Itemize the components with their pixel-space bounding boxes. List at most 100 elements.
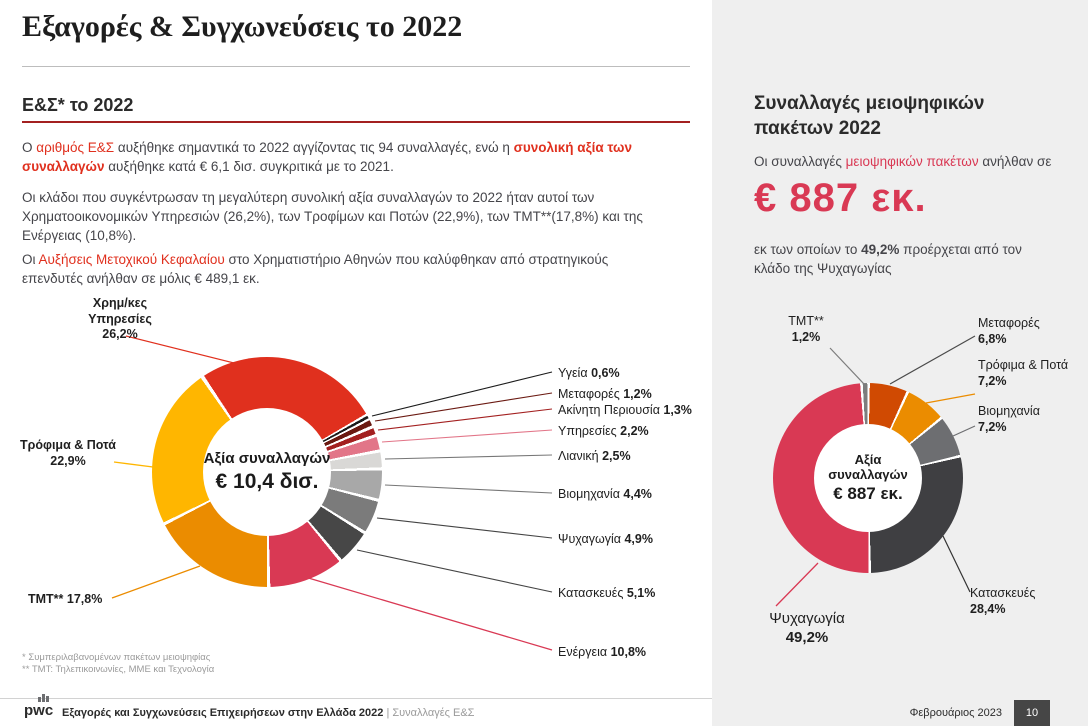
label-tmt-2: ΤΜΤ** 1,2% (774, 314, 838, 345)
paragraph-sectors: Οι κλάδοι που συγκέντρωσαν τη μεγαλύτερη… (22, 190, 643, 244)
leader-line (381, 429, 553, 443)
leader-line (376, 517, 553, 539)
highlight-deal-count: αριθμός Ε&Σ (36, 140, 115, 155)
segment-pct: 2,2% (620, 424, 649, 438)
label-industry-2: Βιομηχανία 7,2% (978, 404, 1040, 435)
donut-center-label: Αξία συναλλαγών (203, 450, 331, 467)
label-transport-2: Μεταφορές 6,8% (978, 316, 1040, 347)
leader-line (304, 576, 553, 651)
footer-section-name: Συναλλαγές Ε&Σ (392, 707, 475, 719)
donut-ring-ma-value: Αξία συναλλαγών € 10,4 δισ. (152, 357, 382, 587)
donut-center-label: Αξία συναλλαγών (828, 452, 908, 482)
ma-value-donut-chart: Αξία συναλλαγών € 10,4 δισ. Χρημ/κες Υπη… (0, 290, 712, 690)
label-construction-2: Κατασκευές 28,4% (970, 586, 1035, 617)
segment-pct: 28,4% (970, 601, 1006, 616)
segment-pct: 1,2% (791, 329, 821, 344)
text-segment: αυξήθηκε κατά € 6,1 δισ. συγκριτικά με τ… (104, 159, 394, 175)
right-paragraph-1: Οι συναλλαγές μειοψηφικών πακέτων ανήλθα… (754, 152, 1054, 171)
footer-doc-name: Εξαγορές και Συγχωνεύσεις Επιχειρήσεων σ… (62, 707, 384, 719)
label-health: Υγεία 0,6% (558, 366, 620, 382)
segment-name: Ψυχαγωγία (769, 610, 845, 627)
segment-pct: 22,9% (50, 453, 86, 468)
leader-line (952, 425, 976, 437)
leader-line (374, 392, 553, 422)
segment-pct: 7,2% (978, 419, 1007, 434)
donut-center-minority: Αξία συναλλαγών € 887 εκ. (814, 424, 922, 532)
footnote-2: ** ΤΜΤ: Τηλεπικοινωνίες, ΜΜΕ και Τεχνολο… (22, 664, 215, 675)
segment-pct: 4,4% (623, 487, 652, 501)
highlight-share-capital: Αυξήσεις Μετοχικού Κεφαλαίου (38, 252, 225, 267)
label-entertainment-2: Ψυχαγωγία 49,2% (752, 610, 862, 648)
label-energy: Ενέργεια 10,8% (558, 645, 646, 661)
segment-name: Ακίνητη Περιουσία (558, 403, 660, 417)
segment-name: Βιομηχανία (558, 487, 620, 501)
label-tmt: ΤΜΤ** 17,8% (28, 592, 102, 608)
segment-pct: 10,8% (610, 645, 647, 659)
segment-name: Κατασκευές (970, 586, 1036, 600)
segment-pct: 7,2% (978, 373, 1007, 388)
text-segment: στο Χρηματιστήριο Αθηνών που καλύφθηκαν … (22, 252, 609, 287)
segment-name: Μεταφορές (558, 387, 620, 401)
segment-name: Υγεία (558, 366, 588, 380)
segment-name: ΤΜΤ** (28, 592, 64, 606)
donut-center-value: € 887 εκ. (833, 484, 903, 503)
label-entertainment: Ψυχαγωγία 4,9% (558, 532, 653, 548)
footer-separator: | (386, 707, 390, 719)
leader-line (942, 535, 971, 593)
label-food-beverage: Τρόφιμα & Ποτά 22,9% (16, 438, 120, 469)
highlight-minority-packages: μειοψηφικών πακέτων (845, 154, 979, 169)
label-industry: Βιομηχανία 4,4% (558, 487, 652, 503)
segment-pct: 0,6% (591, 366, 620, 380)
page-title: Εξαγορές & Συγχωνεύσεις το 2022 (22, 10, 463, 43)
right-section-heading: Συναλλαγές μειοψηφικών πακέτων 2022 (754, 93, 985, 139)
segment-pct: 5,1% (626, 586, 656, 600)
segment-pct: 4,9% (624, 532, 653, 546)
segment-name: Ψυχαγωγία (558, 532, 621, 546)
text-segment: Οι συναλλαγές (754, 154, 846, 169)
segment-pct: 17,8% (66, 592, 103, 606)
segment-name: Βιομηχανία (978, 404, 1040, 418)
segment-name: Τρόφιμα & Ποτά (20, 438, 116, 452)
segment-pct: 1,3% (663, 403, 692, 417)
minority-donut-chart: Αξία συναλλαγών € 887 εκ. ΤΜΤ** 1,2% Μετ… (712, 300, 1088, 690)
highlight-total-value: συνολική αξία των συναλλαγών (22, 140, 632, 175)
donut-center-value: € 10,4 δισ. (215, 470, 319, 493)
segment-name: Υπηρεσίες (558, 424, 617, 438)
heading-divider (22, 121, 690, 123)
leader-line (925, 393, 976, 404)
segment-pct: 26,2% (102, 327, 138, 342)
paragraph-share-capital: Οι Αυξήσεις Μετοχικού Κεφαλαίου στο Χρημ… (22, 250, 670, 288)
highlight-entertainment-share: 49,2% (861, 242, 900, 257)
footer-divider (0, 698, 712, 699)
leader-line (371, 371, 553, 417)
segment-name: Λιανική (558, 449, 599, 463)
title-divider (22, 66, 690, 67)
leader-line (775, 562, 819, 607)
text-segment: αυξήθηκε σημαντικά το 2022 αγγίζοντας τι… (114, 140, 514, 155)
pwc-logo: pwc (24, 702, 54, 719)
label-retail: Λιανική 2,5% (558, 449, 631, 465)
text-segment: Οι (22, 252, 39, 267)
leader-line (377, 408, 553, 431)
label-food-beverage-2: Τρόφιμα & Ποτά 7,2% (978, 358, 1068, 389)
text-segment: Ο (22, 140, 37, 155)
leader-line (356, 549, 553, 593)
left-section-heading: Ε&Σ* το 2022 (22, 95, 134, 115)
leader-line (384, 484, 553, 494)
leader-line (829, 347, 865, 385)
leader-line (889, 335, 976, 385)
text-segment: προέρχεται από τον κλάδο της Ψυχαγωγίας (754, 242, 1022, 277)
footer-document-title: Εξαγορές και Συγχωνεύσεις Επιχειρήσεων σ… (62, 707, 474, 719)
segment-name: Τρόφιμα & Ποτά (978, 358, 1069, 372)
segment-name: ΤΜΤ** (788, 314, 824, 328)
text-segment: εκ των οποίων το (754, 242, 862, 257)
paragraph-deal-count: Ο αριθμός Ε&Σ αυξήθηκε σημαντικά το 2022… (22, 138, 670, 176)
page-number: 10 (1014, 700, 1050, 726)
segment-name: Κατασκευές (558, 586, 624, 600)
segment-pct: 49,2% (785, 628, 829, 646)
footer-date: Φεβρουάριος 2023 (909, 707, 1002, 719)
pwc-logo-icon (38, 694, 49, 702)
footnote-1: * Συμπεριλαβανομένων πακέτων μειοψηφίας (22, 652, 211, 663)
segment-name: Ενέργεια (558, 645, 608, 659)
